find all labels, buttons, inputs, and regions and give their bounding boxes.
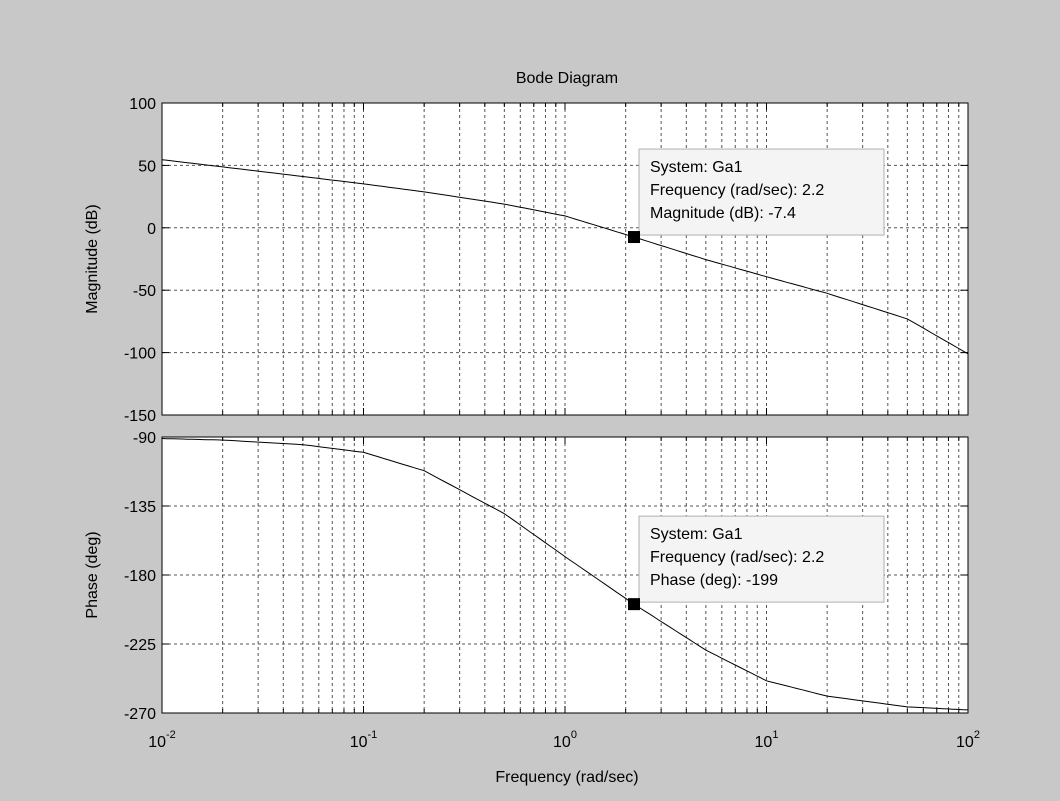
- x-tick-label: 10-2: [148, 729, 176, 751]
- x-tick-label: 101: [755, 729, 779, 751]
- magnitude-y-tick-label: -100: [124, 346, 156, 363]
- phase-y-tick-label: -180: [124, 568, 156, 585]
- magnitude-y-tick-label: 0: [147, 221, 156, 238]
- x-tick-label: 10-1: [350, 729, 378, 751]
- magnitude-y-tick-label: -50: [133, 283, 156, 300]
- magnitude-datatip-line: Magnitude (dB): -7.4: [650, 205, 796, 222]
- x-tick-label-exponent: 1: [772, 729, 778, 741]
- x-tick-label-base: 10: [350, 734, 368, 751]
- phase-datatip-marker: [627, 598, 640, 611]
- x-tick-label-base: 10: [148, 734, 166, 751]
- x-tick-label-exponent: -1: [368, 729, 378, 741]
- phase-y-tick-label: -135: [124, 499, 156, 516]
- phase-datatip-line: System: Ga1: [650, 526, 743, 543]
- magnitude-datatip-line: System: Ga1: [650, 159, 743, 176]
- phase-y-axis-label: Phase (deg): [84, 531, 101, 618]
- magnitude-datatip-line: Frequency (rad/sec): 2.2: [650, 182, 824, 199]
- phase-axes: -90 -135 -180 -225 -270 Phase (deg) System: Ga…: [84, 430, 969, 723]
- magnitude-y-tick-label: -150: [124, 408, 156, 425]
- magnitude-axes: 100 50 0 -50 -100 -150 Magnitude (dB) System: G…: [84, 96, 969, 425]
- phase-datatip-line: Frequency (rad/sec): 2.2: [650, 549, 824, 566]
- x-tick-label-base: 10: [553, 734, 571, 751]
- x-tick-label-exponent: 0: [571, 729, 577, 741]
- x-tick-label: 102: [956, 729, 980, 751]
- magnitude-y-tick-label: 50: [138, 158, 156, 175]
- magnitude-series-line: [161, 159, 969, 355]
- phase-datatip-box: [638, 515, 885, 603]
- magnitude-y-axis-label: Magnitude (dB): [84, 204, 101, 313]
- x-tick-label-exponent: -2: [166, 729, 176, 741]
- phase-y-tick-label: -90: [133, 430, 156, 447]
- magnitude-datatip-marker: [627, 231, 640, 244]
- magnitude-y-tick-label: 100: [129, 96, 156, 113]
- phase-datatip-line: Phase (deg): -199: [650, 572, 778, 589]
- x-tick-label: 100: [553, 729, 577, 751]
- x-axis-label: Frequency (rad/sec): [495, 769, 638, 786]
- phase-y-tick-label: -270: [124, 706, 156, 723]
- chart-title: Bode Diagram: [516, 70, 618, 87]
- magnitude-datatip-box: [638, 148, 885, 236]
- phase-series-line: [161, 438, 969, 711]
- x-tick-label-base: 10: [956, 734, 974, 751]
- x-tick-label-base: 10: [755, 734, 773, 751]
- phase-y-tick-label: -225: [124, 637, 156, 654]
- x-tick-label-exponent: 2: [974, 729, 980, 741]
